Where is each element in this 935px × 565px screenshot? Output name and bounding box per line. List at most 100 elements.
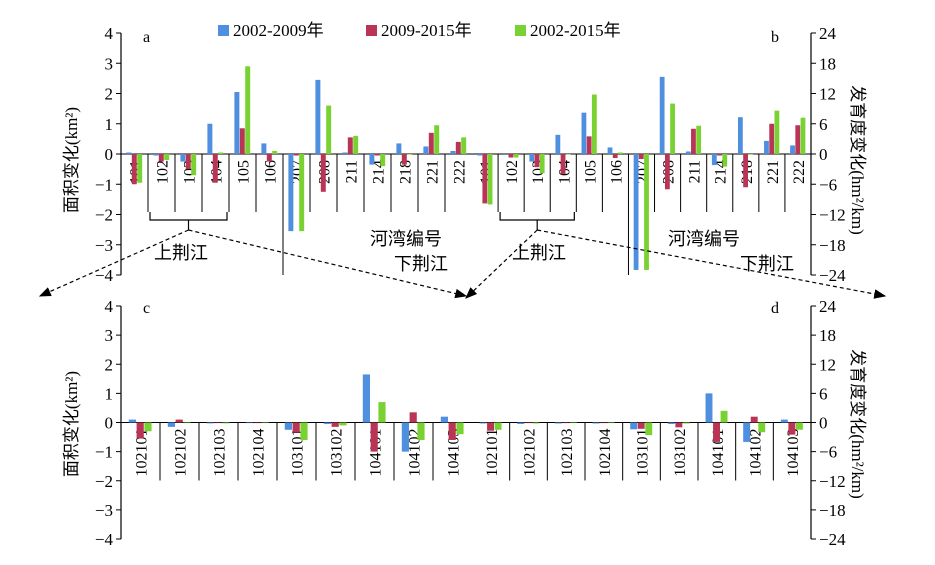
category-label-c-2: 102103 [212, 429, 229, 477]
bar-a-s0-6 [288, 154, 294, 232]
y-tick-label-a-7: 3 [105, 54, 114, 73]
bar-c-s0-4 [284, 422, 292, 430]
y-tick-label-a-4: 0 [105, 145, 114, 164]
bar-d-s0-0 [479, 422, 487, 424]
bar-a-s2-9 [380, 154, 386, 167]
y-tick-label-a-0: −4 [95, 266, 114, 285]
bar-b-s0-5 [607, 147, 613, 154]
annotation-bend-b: 河湾编号 [668, 229, 740, 249]
bar-b-s2-12 [800, 117, 806, 154]
category-label-a-11: 221 [425, 160, 442, 184]
bar-b-s2-0 [487, 154, 493, 205]
bar-c-s2-2 [222, 422, 230, 424]
bar-d-s2-1 [532, 422, 540, 424]
bar-a-s2-2 [191, 154, 197, 176]
legend-label-2: 2002-2015年 [530, 21, 621, 40]
bar-a-s2-8 [353, 135, 359, 154]
bar-c-s2-6 [378, 402, 386, 423]
y-tick-label-d-7: 18 [819, 326, 836, 345]
legend-swatch-0 [218, 25, 229, 36]
bar-c-s1-7 [409, 412, 417, 423]
bar-b-s2-2 [539, 154, 545, 174]
bracket-a [149, 212, 228, 221]
bar-d-s0-2 [554, 422, 562, 424]
category-label-c-7: 104102 [407, 429, 424, 477]
bar-a-s0-7 [315, 79, 321, 154]
bar-b-s2-5 [618, 152, 623, 154]
annotation-upper-b: 上荆江 [512, 243, 566, 263]
bar-c-s1-8 [448, 422, 456, 440]
category-label-c-3: 102104 [251, 429, 268, 477]
bar-a-s2-3 [218, 152, 224, 154]
category-label-d-3: 102104 [597, 429, 614, 477]
bar-b-s0-8 [685, 151, 691, 154]
bar-b-s1-7 [664, 154, 670, 190]
bar-a-s2-0 [137, 154, 143, 183]
category-label-c-5: 103102 [329, 429, 346, 477]
dashed-arrow-b-left [465, 229, 538, 299]
y-tick-label-c-5: 1 [105, 384, 114, 403]
bar-b-s2-1 [513, 154, 519, 158]
bar-c-s1-1 [175, 419, 183, 423]
bar-a-s1-8 [347, 137, 353, 154]
bar-a-s1-4 [239, 128, 245, 154]
bar-a-s1-11 [428, 132, 434, 154]
bar-c-s0-2 [206, 422, 214, 424]
bar-a-s1-9 [374, 154, 380, 156]
bar-c-s1-6 [370, 422, 378, 452]
bar-b-s0-11 [764, 140, 769, 154]
panel-label-a: a [143, 29, 150, 46]
bar-b-s2-7 [670, 103, 675, 154]
bar-d-s0-6 [705, 393, 713, 423]
y-tick-label-b-0: −24 [819, 266, 846, 285]
bar-a-s2-4 [245, 66, 251, 154]
bar-b-s0-9 [711, 154, 717, 166]
y-tick-label-b-5: 6 [819, 115, 828, 134]
bar-c-s2-4 [300, 422, 308, 440]
bar-d-s2-3 [607, 422, 615, 424]
bar-b-s1-2 [534, 154, 540, 168]
bar-a-s2-7 [326, 105, 332, 154]
bar-a-s2-6 [299, 154, 305, 232]
bar-a-s0-4 [234, 91, 240, 154]
bar-a-s1-3 [212, 154, 218, 183]
bar-b-s1-8 [691, 128, 696, 154]
bar-c-s0-6 [362, 374, 370, 423]
bar-a-s1-6 [293, 154, 299, 156]
bar-b-s0-6 [633, 154, 639, 270]
bar-a-s2-12 [461, 137, 467, 154]
bar-c-s2-3 [261, 422, 269, 424]
category-label-d-5: 103102 [672, 429, 689, 477]
bar-b-s2-4 [591, 94, 597, 154]
y-tick-label-c-6: 2 [105, 355, 114, 374]
bar-b-s1-0 [482, 154, 488, 204]
bar-d-s2-8 [795, 422, 803, 430]
panel-label-d: d [771, 300, 779, 317]
y-tick-label-d-8: 24 [819, 297, 837, 316]
bar-c-s1-3 [253, 422, 261, 424]
bar-c-s1-4 [292, 422, 300, 433]
bar-d-s1-3 [600, 422, 607, 424]
bar-a-s0-11 [423, 146, 429, 154]
bar-a-s1-0 [131, 154, 137, 185]
bar-a-s0-8 [342, 152, 348, 154]
bar-c-s0-3 [245, 422, 253, 424]
bar-d-s2-5 [682, 422, 690, 424]
bar-b-s2-8 [696, 125, 702, 154]
bar-b-s0-4 [581, 112, 587, 154]
bar-d-s1-0 [487, 422, 494, 431]
y-tick-label-d-6: 12 [819, 355, 836, 374]
right-axis-title-top: 发育度变化(hm²/km) [848, 85, 867, 235]
bar-a-s0-5 [261, 143, 267, 154]
category-label-a-8: 211 [344, 160, 361, 183]
dashed-arrow-b-right [537, 229, 887, 299]
bar-a-s2-1 [164, 154, 170, 161]
y-tick-label-b-2: −12 [819, 206, 846, 225]
bar-d-s2-7 [758, 422, 766, 433]
bar-b-s1-11 [769, 123, 775, 154]
category-label-d-2: 102103 [559, 429, 576, 477]
bar-d-s0-4 [630, 422, 638, 430]
category-label-a-10: 218 [398, 160, 415, 184]
bar-d-s0-5 [667, 422, 675, 424]
